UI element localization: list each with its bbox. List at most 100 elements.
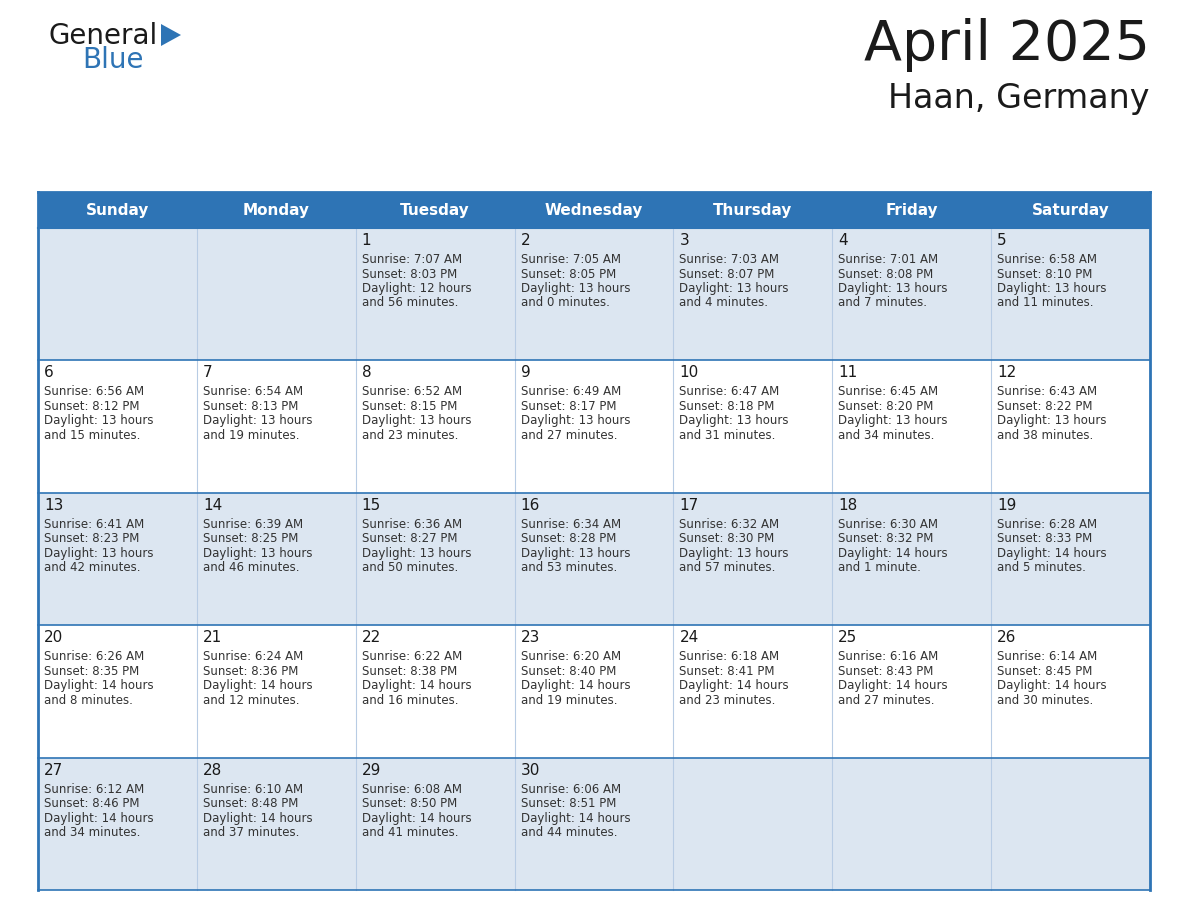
- Text: Sunset: 8:51 PM: Sunset: 8:51 PM: [520, 797, 615, 810]
- Text: 30: 30: [520, 763, 541, 778]
- Text: and 34 minutes.: and 34 minutes.: [839, 429, 935, 442]
- Text: April 2025: April 2025: [864, 18, 1150, 72]
- Text: and 19 minutes.: and 19 minutes.: [203, 429, 299, 442]
- Text: Daylight: 13 hours: Daylight: 13 hours: [520, 282, 630, 295]
- Text: 17: 17: [680, 498, 699, 513]
- Text: Sunset: 8:33 PM: Sunset: 8:33 PM: [997, 532, 1093, 545]
- Text: Sunrise: 6:06 AM: Sunrise: 6:06 AM: [520, 783, 620, 796]
- Text: Sunset: 8:10 PM: Sunset: 8:10 PM: [997, 267, 1093, 281]
- Text: and 7 minutes.: and 7 minutes.: [839, 297, 928, 309]
- Text: Sunset: 8:32 PM: Sunset: 8:32 PM: [839, 532, 934, 545]
- Text: 20: 20: [44, 630, 63, 645]
- Polygon shape: [162, 24, 181, 46]
- Text: Sunrise: 6:16 AM: Sunrise: 6:16 AM: [839, 650, 939, 663]
- Text: Daylight: 14 hours: Daylight: 14 hours: [839, 547, 948, 560]
- Text: 24: 24: [680, 630, 699, 645]
- Text: Wednesday: Wednesday: [545, 203, 643, 218]
- Text: and 56 minutes.: and 56 minutes.: [361, 297, 459, 309]
- Text: 1: 1: [361, 233, 372, 248]
- Text: Sunset: 8:07 PM: Sunset: 8:07 PM: [680, 267, 775, 281]
- Text: Sunset: 8:12 PM: Sunset: 8:12 PM: [44, 400, 139, 413]
- Text: Sunset: 8:20 PM: Sunset: 8:20 PM: [839, 400, 934, 413]
- Text: and 30 minutes.: and 30 minutes.: [997, 694, 1093, 707]
- Text: and 15 minutes.: and 15 minutes.: [44, 429, 140, 442]
- Text: and 50 minutes.: and 50 minutes.: [361, 561, 457, 575]
- Text: Sunrise: 6:08 AM: Sunrise: 6:08 AM: [361, 783, 462, 796]
- Text: Sunrise: 6:49 AM: Sunrise: 6:49 AM: [520, 386, 621, 398]
- Text: Daylight: 13 hours: Daylight: 13 hours: [520, 414, 630, 428]
- Text: Daylight: 13 hours: Daylight: 13 hours: [203, 414, 312, 428]
- Text: 4: 4: [839, 233, 848, 248]
- Text: Sunrise: 6:43 AM: Sunrise: 6:43 AM: [997, 386, 1098, 398]
- Text: Daylight: 13 hours: Daylight: 13 hours: [44, 414, 153, 428]
- Text: and 19 minutes.: and 19 minutes.: [520, 694, 617, 707]
- Text: 7: 7: [203, 365, 213, 380]
- Text: and 1 minute.: and 1 minute.: [839, 561, 921, 575]
- Text: Haan, Germany: Haan, Germany: [889, 82, 1150, 115]
- Text: Sunset: 8:13 PM: Sunset: 8:13 PM: [203, 400, 298, 413]
- Text: Daylight: 13 hours: Daylight: 13 hours: [44, 547, 153, 560]
- Bar: [38, 361, 1150, 493]
- Text: Sunrise: 6:12 AM: Sunrise: 6:12 AM: [44, 783, 144, 796]
- Text: and 31 minutes.: and 31 minutes.: [680, 429, 776, 442]
- Text: Daylight: 14 hours: Daylight: 14 hours: [520, 812, 630, 824]
- Text: Daylight: 14 hours: Daylight: 14 hours: [680, 679, 789, 692]
- Text: Blue: Blue: [82, 46, 144, 74]
- Text: 25: 25: [839, 630, 858, 645]
- Text: 13: 13: [44, 498, 63, 513]
- Text: Sunrise: 6:52 AM: Sunrise: 6:52 AM: [361, 386, 462, 398]
- Text: Sunset: 8:17 PM: Sunset: 8:17 PM: [520, 400, 617, 413]
- Bar: [38, 493, 1150, 625]
- Text: 3: 3: [680, 233, 689, 248]
- Text: Sunrise: 6:28 AM: Sunrise: 6:28 AM: [997, 518, 1098, 531]
- Text: 8: 8: [361, 365, 372, 380]
- Text: and 11 minutes.: and 11 minutes.: [997, 297, 1094, 309]
- Text: and 53 minutes.: and 53 minutes.: [520, 561, 617, 575]
- Text: Sunset: 8:41 PM: Sunset: 8:41 PM: [680, 665, 775, 677]
- Text: 2: 2: [520, 233, 530, 248]
- Text: Sunrise: 6:34 AM: Sunrise: 6:34 AM: [520, 518, 620, 531]
- Text: Sunrise: 6:26 AM: Sunrise: 6:26 AM: [44, 650, 144, 663]
- Text: and 23 minutes.: and 23 minutes.: [361, 429, 459, 442]
- Text: Sunrise: 6:56 AM: Sunrise: 6:56 AM: [44, 386, 144, 398]
- Text: and 0 minutes.: and 0 minutes.: [520, 297, 609, 309]
- Text: Sunset: 8:28 PM: Sunset: 8:28 PM: [520, 532, 615, 545]
- Text: Daylight: 14 hours: Daylight: 14 hours: [361, 812, 472, 824]
- Text: Sunset: 8:45 PM: Sunset: 8:45 PM: [997, 665, 1093, 677]
- Text: 16: 16: [520, 498, 541, 513]
- Text: and 5 minutes.: and 5 minutes.: [997, 561, 1086, 575]
- Text: Sunset: 8:03 PM: Sunset: 8:03 PM: [361, 267, 457, 281]
- Text: Sunrise: 6:47 AM: Sunrise: 6:47 AM: [680, 386, 779, 398]
- Text: Daylight: 13 hours: Daylight: 13 hours: [680, 414, 789, 428]
- Text: 5: 5: [997, 233, 1006, 248]
- Text: and 44 minutes.: and 44 minutes.: [520, 826, 617, 839]
- Bar: [38, 192, 1150, 228]
- Text: 28: 28: [203, 763, 222, 778]
- Text: Sunrise: 7:03 AM: Sunrise: 7:03 AM: [680, 253, 779, 266]
- Text: Daylight: 14 hours: Daylight: 14 hours: [203, 679, 312, 692]
- Text: and 46 minutes.: and 46 minutes.: [203, 561, 299, 575]
- Text: and 34 minutes.: and 34 minutes.: [44, 826, 140, 839]
- Text: Sunrise: 6:30 AM: Sunrise: 6:30 AM: [839, 518, 939, 531]
- Text: Daylight: 13 hours: Daylight: 13 hours: [997, 414, 1107, 428]
- Text: Sunset: 8:48 PM: Sunset: 8:48 PM: [203, 797, 298, 810]
- Text: Sunrise: 7:01 AM: Sunrise: 7:01 AM: [839, 253, 939, 266]
- Text: 11: 11: [839, 365, 858, 380]
- Text: and 4 minutes.: and 4 minutes.: [680, 297, 769, 309]
- Text: Sunset: 8:38 PM: Sunset: 8:38 PM: [361, 665, 457, 677]
- Text: Tuesday: Tuesday: [400, 203, 470, 218]
- Text: and 12 minutes.: and 12 minutes.: [203, 694, 299, 707]
- Text: Daylight: 14 hours: Daylight: 14 hours: [997, 547, 1107, 560]
- Text: Monday: Monday: [242, 203, 310, 218]
- Text: Sunset: 8:15 PM: Sunset: 8:15 PM: [361, 400, 457, 413]
- Text: Daylight: 12 hours: Daylight: 12 hours: [361, 282, 472, 295]
- Text: Sunrise: 6:58 AM: Sunrise: 6:58 AM: [997, 253, 1098, 266]
- Text: Daylight: 13 hours: Daylight: 13 hours: [680, 282, 789, 295]
- Text: Sunrise: 6:39 AM: Sunrise: 6:39 AM: [203, 518, 303, 531]
- Text: Sunset: 8:40 PM: Sunset: 8:40 PM: [520, 665, 615, 677]
- Text: 19: 19: [997, 498, 1017, 513]
- Bar: [38, 757, 1150, 890]
- Text: Sunrise: 6:32 AM: Sunrise: 6:32 AM: [680, 518, 779, 531]
- Text: Sunrise: 7:07 AM: Sunrise: 7:07 AM: [361, 253, 462, 266]
- Text: Sunset: 8:22 PM: Sunset: 8:22 PM: [997, 400, 1093, 413]
